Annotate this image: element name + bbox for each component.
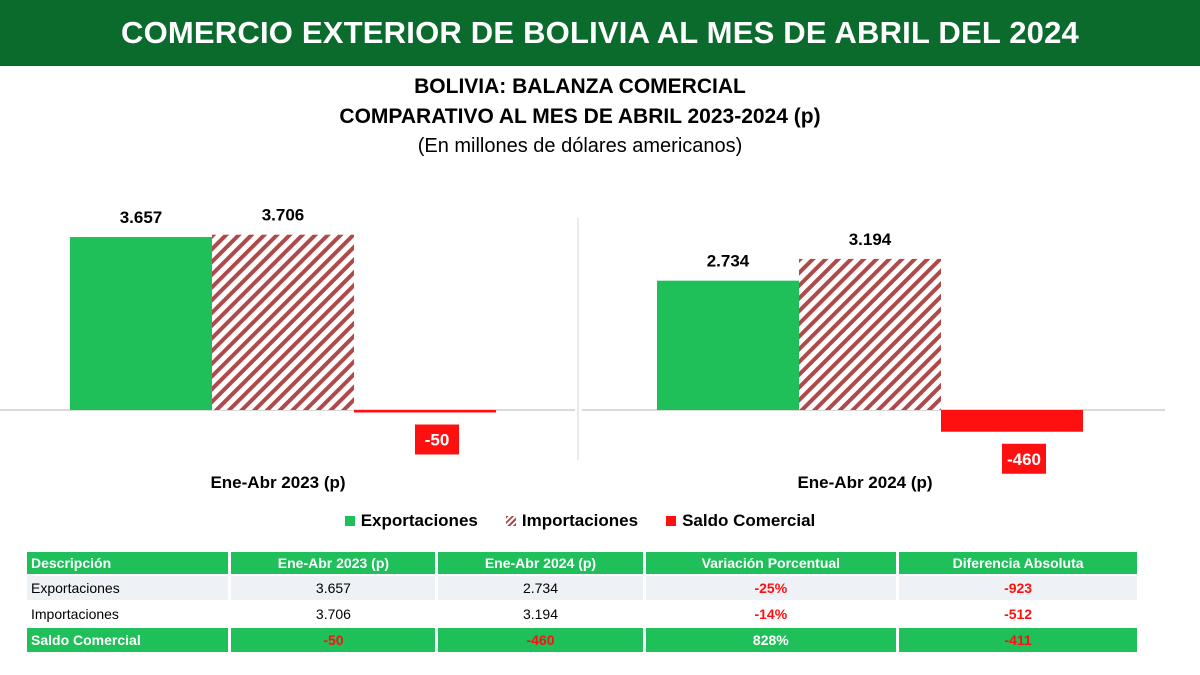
table-cell: -50 [231, 628, 436, 652]
data-label-box [1002, 443, 1046, 474]
legend-swatch-exportaciones [344, 516, 355, 526]
table-total-row: Saldo Comercial -50 -460 828% -411 [27, 628, 1137, 652]
legend-swatch-importaciones [505, 516, 516, 526]
data-label: 3.194 [849, 230, 892, 249]
bar-chart: 3.657 3.706 -50 Ene-Abr 2023 (p) 2.734 3.194 -… [0, 206, 1165, 492]
chart-legend: Exportaciones Importaciones Saldo Comerc… [0, 511, 1160, 531]
data-label: 2.734 [707, 252, 750, 271]
table-cell: -512 [899, 602, 1137, 626]
bar-exportaciones [70, 237, 212, 410]
table-header-cell: Diferencia Absoluta [899, 552, 1137, 574]
table-cell: -460 [438, 628, 643, 652]
table-cell: 3.657 [231, 576, 436, 600]
table-header-cell: Variación Porcentual [645, 552, 897, 574]
category-label: Ene-Abr 2023 (p) [210, 473, 345, 492]
data-label-box [415, 424, 459, 455]
table-cell: -923 [899, 576, 1137, 600]
bar-saldo-comercial [941, 410, 1083, 432]
table-cell: -411 [899, 628, 1137, 652]
table-cell: -25% [645, 576, 897, 600]
legend-label-exportaciones: Exportaciones [360, 511, 478, 530]
data-label: -50 [425, 431, 450, 450]
bar-importaciones [799, 258, 941, 410]
table-cell: Importaciones [27, 602, 229, 626]
table-cell: 828% [645, 628, 897, 652]
table-row: Importaciones 3.706 3.194 -14% -512 [27, 602, 1137, 626]
table-cell: Exportaciones [27, 576, 229, 600]
legend-item-saldo: Saldo Comercial [666, 511, 815, 531]
legend-label-saldo: Saldo Comercial [682, 511, 816, 530]
banner-title: COMERCIO EXTERIOR DE BOLIVIA AL MES DE A… [121, 15, 1079, 50]
table-row: Exportaciones 3.657 2.734 -25% -923 [27, 576, 1137, 600]
chart-title: BOLIVIA: BALANZA COMERCIAL [414, 75, 746, 98]
chart-titles: BOLIVIA: BALANZA COMERCIAL COMPARATIVO A… [0, 72, 1160, 160]
table-header-row: Descripción Ene-Abr 2023 (p) Ene-Abr 202… [27, 552, 1137, 574]
banner: COMERCIO EXTERIOR DE BOLIVIA AL MES DE A… [0, 0, 1200, 66]
chart-units-note: (En millones de dólares americanos) [417, 135, 743, 157]
table-cell: Saldo Comercial [27, 628, 229, 652]
table-cell: 3.194 [438, 602, 643, 626]
data-label: 3.706 [262, 206, 305, 225]
summary-table: Descripción Ene-Abr 2023 (p) Ene-Abr 202… [24, 550, 1140, 654]
legend-swatch-saldo [666, 516, 677, 526]
table-cell: -14% [645, 602, 897, 626]
chart-subtitle: COMPARATIVO AL MES DE ABRIL 2023-2024 (p… [339, 105, 821, 128]
data-label: -460 [1007, 450, 1041, 469]
table-cell: 2.734 [438, 576, 643, 600]
table-header-cell: Ene-Abr 2023 (p) [231, 552, 436, 574]
table-header-cell: Descripción [27, 552, 229, 574]
legend-item-importaciones: Importaciones [505, 511, 639, 531]
bar-saldo-comercial [354, 410, 496, 413]
legend-label-importaciones: Importaciones [521, 511, 639, 530]
data-label: 3.657 [120, 208, 163, 227]
legend-item-exportaciones: Exportaciones [344, 511, 478, 531]
bar-exportaciones [657, 280, 799, 410]
table-cell: 3.706 [231, 602, 436, 626]
table-header-cell: Ene-Abr 2024 (p) [438, 552, 643, 574]
category-label: Ene-Abr 2024 (p) [797, 473, 932, 492]
bar-importaciones [212, 234, 354, 410]
